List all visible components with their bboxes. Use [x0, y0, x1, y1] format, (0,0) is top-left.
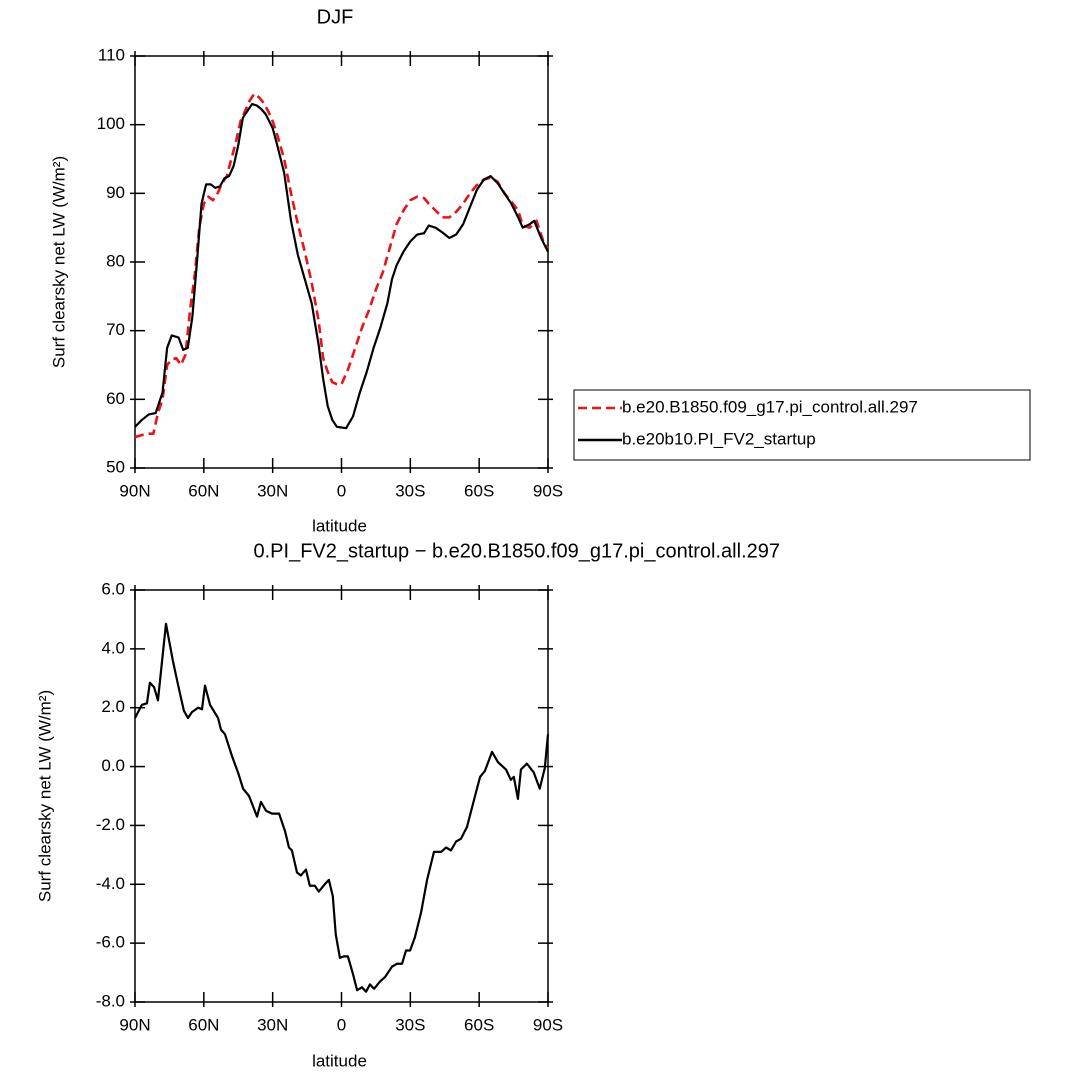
data-line	[134, 102, 549, 430]
y-axis-label: Surf clearsky net LW (W/m²)	[49, 156, 68, 368]
x-axis-label: latitude	[312, 516, 367, 535]
y-tick-label: 80	[106, 251, 125, 270]
y-tick-label: 6.0	[101, 579, 125, 598]
y-tick-label: 100	[97, 114, 125, 133]
y-tick-label: -6.0	[96, 933, 125, 952]
x-tick-label: 60S	[464, 481, 494, 500]
x-tick-label: 90N	[119, 481, 150, 500]
y-tick-label: 110	[98, 45, 125, 64]
y-tick-label: 60	[106, 389, 125, 408]
x-tick-label: 0	[337, 481, 346, 500]
x-tick-label: 30N	[257, 481, 288, 500]
legend-label: b.e20b10.PI_FV2_startup	[622, 429, 816, 448]
x-tick-label: 90N	[119, 1015, 150, 1034]
y-tick-label: -2.0	[96, 815, 125, 834]
y-tick-label: 4.0	[101, 638, 125, 657]
legend-box	[573, 389, 1031, 461]
x-axis-label: latitude	[312, 1051, 367, 1070]
data-line	[134, 622, 550, 993]
y-tick-label: 50	[106, 457, 125, 476]
x-tick-label: 60N	[188, 1015, 219, 1034]
x-tick-label: 30N	[257, 1015, 288, 1034]
y-tick-label: 90	[106, 183, 125, 202]
x-tick-label: 90S	[533, 481, 563, 500]
y-tick-label: 70	[106, 320, 125, 339]
legend-label: b.e20.B1850.f09_g17.pi_control.all.297	[622, 397, 918, 416]
y-tick-label: 2.0	[101, 697, 125, 716]
y-tick-label: -8.0	[96, 991, 125, 1010]
x-tick-label: 30S	[395, 1015, 425, 1034]
y-axis-label: Surf clearsky net LW (W/m²)	[35, 690, 54, 902]
x-tick-label: 90S	[533, 1015, 563, 1034]
x-tick-label: 60N	[188, 481, 219, 500]
data-line	[134, 92, 550, 439]
chart-title: 0.PI_FV2_startup − b.e20.B1850.f09_g17.p…	[254, 540, 781, 562]
chart-title: DJF	[317, 6, 354, 28]
plot-frame	[134, 589, 549, 1003]
y-tick-label: -4.0	[96, 874, 125, 893]
x-tick-label: 0	[337, 1015, 346, 1034]
y-tick-label: 0.0	[101, 756, 125, 775]
x-tick-label: 30S	[395, 481, 425, 500]
x-tick-label: 60S	[464, 1015, 494, 1034]
